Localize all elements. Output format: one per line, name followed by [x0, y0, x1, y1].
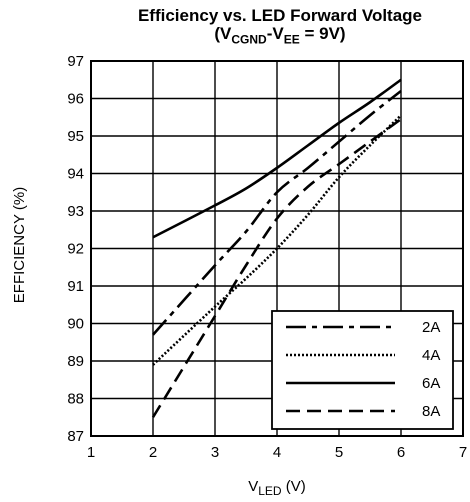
y-tick-label: 96 — [67, 91, 84, 108]
chart-title: Efficiency vs. LED Forward Voltage — [137, 6, 423, 25]
y-tick-label: 93 — [67, 203, 84, 220]
x-tick-label: 4 — [273, 444, 281, 461]
x-tick-label: 5 — [335, 444, 343, 461]
series-line-2A — [152, 89, 402, 336]
x-tick-label: 3 — [211, 444, 219, 461]
legend: 2A 4A 6A 8A — [271, 310, 454, 430]
x-tick-label: 1 — [87, 444, 95, 461]
y-tick-label: 94 — [67, 166, 84, 183]
x-tick-labels: 1 2 3 4 5 6 7 — [87, 444, 467, 461]
plot-frame — [90, 60, 464, 437]
series-line-8A — [151, 118, 402, 418]
legend-label-8A: 8A — [422, 403, 440, 420]
legend-label-6A: 6A — [422, 375, 440, 392]
x-tick-label: 7 — [459, 444, 467, 461]
y-tick-label: 91 — [67, 278, 84, 295]
legend-label-2A: 2A — [422, 319, 440, 336]
y-tick-label: 87 — [67, 428, 84, 445]
legend-label-4A: 4A — [422, 347, 440, 364]
y-axis-label: EFFICIENCY (%) — [11, 187, 28, 303]
y-tick-label: 89 — [67, 353, 84, 370]
y-tick-label: 92 — [67, 241, 84, 258]
y-tick-label: 88 — [67, 391, 84, 408]
y-tick-label: 97 — [67, 53, 84, 70]
x-tick-label: 6 — [397, 444, 405, 461]
series-lines — [151, 78, 402, 418]
legend-box — [271, 310, 454, 430]
x-tick-label: 2 — [149, 444, 157, 461]
y-tick-labels: 87 88 89 90 91 92 93 94 95 96 97 — [67, 53, 84, 445]
plot-border — [90, 60, 464, 437]
y-tick-label: 90 — [67, 316, 84, 333]
chart-subtitle: (VCGND-VEE = 9V) — [214, 24, 346, 47]
series-line-6A — [152, 78, 402, 239]
series-line-4A — [152, 114, 402, 366]
y-tick-label: 95 — [67, 128, 84, 145]
x-axis-label: VLED (V) — [248, 478, 306, 498]
